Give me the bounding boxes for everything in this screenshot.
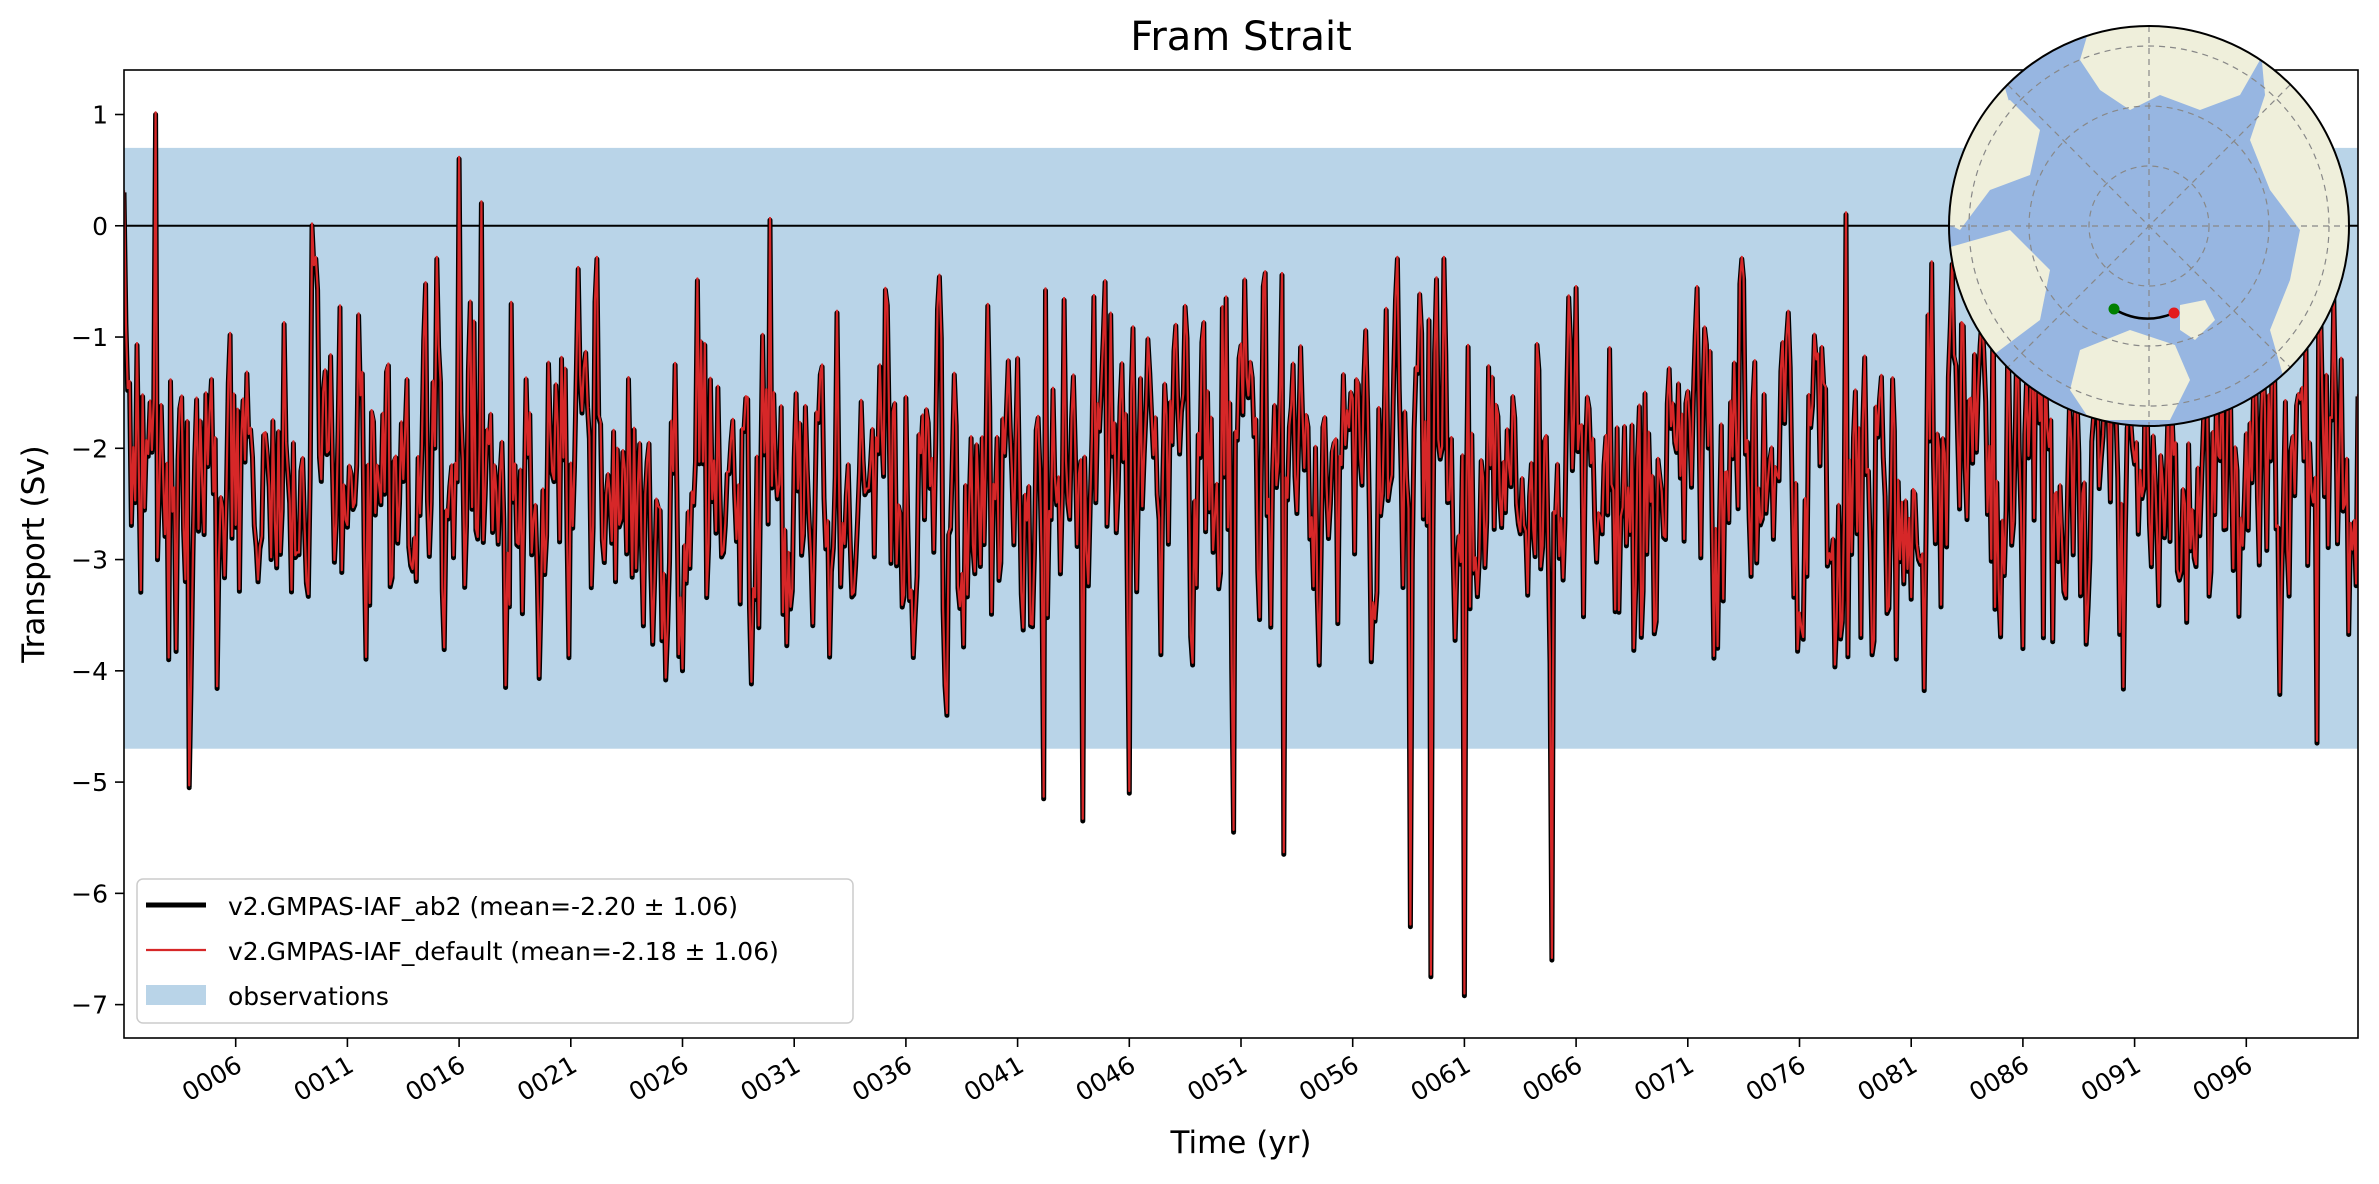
x-tick-label: 0086 — [1964, 1050, 2034, 1107]
x-tick-label: 0006 — [177, 1050, 247, 1107]
x-tick-label: 0036 — [847, 1050, 917, 1107]
legend-label-ab2: v2.GMPAS-IAF_ab2 (mean=-2.20 ± 1.06) — [228, 892, 738, 921]
chart-title: Fram Strait — [1130, 14, 1352, 60]
legend-label-default: v2.GMPAS-IAF_default (mean=-2.18 ± 1.06) — [228, 937, 779, 966]
transect-start-marker — [2108, 303, 2120, 315]
x-tick-label: 0021 — [512, 1050, 582, 1107]
y-tick-label: 1 — [92, 101, 108, 130]
x-tick-label: 0046 — [1071, 1050, 1141, 1107]
legend-box — [136, 878, 854, 1024]
map-border — [1948, 25, 2350, 427]
x-tick-label: 0096 — [2188, 1050, 2258, 1107]
x-tick-label: 0051 — [1182, 1050, 1252, 1107]
y-tick-label: −5 — [71, 768, 108, 797]
y-tick-label: −6 — [71, 879, 108, 908]
y-axis: 1 0 −1 −2 −3 −4 −5 −6 −7 — [71, 101, 124, 1020]
inset-map — [1948, 25, 2350, 427]
x-tick-label: 0041 — [959, 1050, 1029, 1107]
y-tick-label: −7 — [71, 991, 108, 1020]
transect-end-marker — [2168, 307, 2180, 319]
x-axis: 0006 0011 0016 0021 0026 0031 0036 0041 0046 0051… — [177, 1038, 2257, 1107]
x-tick-label: 0061 — [1406, 1050, 1476, 1107]
x-tick-label: 0081 — [1853, 1050, 1923, 1107]
legend-swatch-observations — [146, 985, 206, 1005]
x-tick-label: 0076 — [1741, 1050, 1811, 1107]
x-tick-label: 0091 — [2076, 1050, 2146, 1107]
legend: v2.GMPAS-IAF_ab2 (mean=-2.20 ± 1.06) v2.… — [136, 878, 854, 1024]
y-tick-label: −2 — [71, 434, 108, 463]
x-tick-label: 0031 — [736, 1050, 806, 1107]
x-axis-label: Time (yr) — [1170, 1125, 1312, 1161]
y-tick-label: −1 — [71, 323, 108, 352]
transect-line — [2113, 307, 2175, 320]
x-tick-label: 0016 — [400, 1050, 470, 1107]
series-line-default — [124, 111, 2358, 995]
x-tick-label: 0066 — [1517, 1050, 1587, 1107]
x-tick-label: 0011 — [289, 1050, 359, 1107]
y-axis-label: Transport (Sv) — [16, 445, 52, 664]
x-tick-label: 0056 — [1294, 1050, 1364, 1107]
y-tick-label: −3 — [71, 546, 108, 575]
y-tick-label: 0 — [92, 212, 108, 241]
x-tick-label: 0026 — [624, 1050, 694, 1107]
y-tick-label: −4 — [71, 657, 108, 686]
map-graticule — [1949, 26, 2349, 426]
legend-label-observations: observations — [228, 982, 389, 1011]
x-tick-label: 0071 — [1629, 1050, 1699, 1107]
